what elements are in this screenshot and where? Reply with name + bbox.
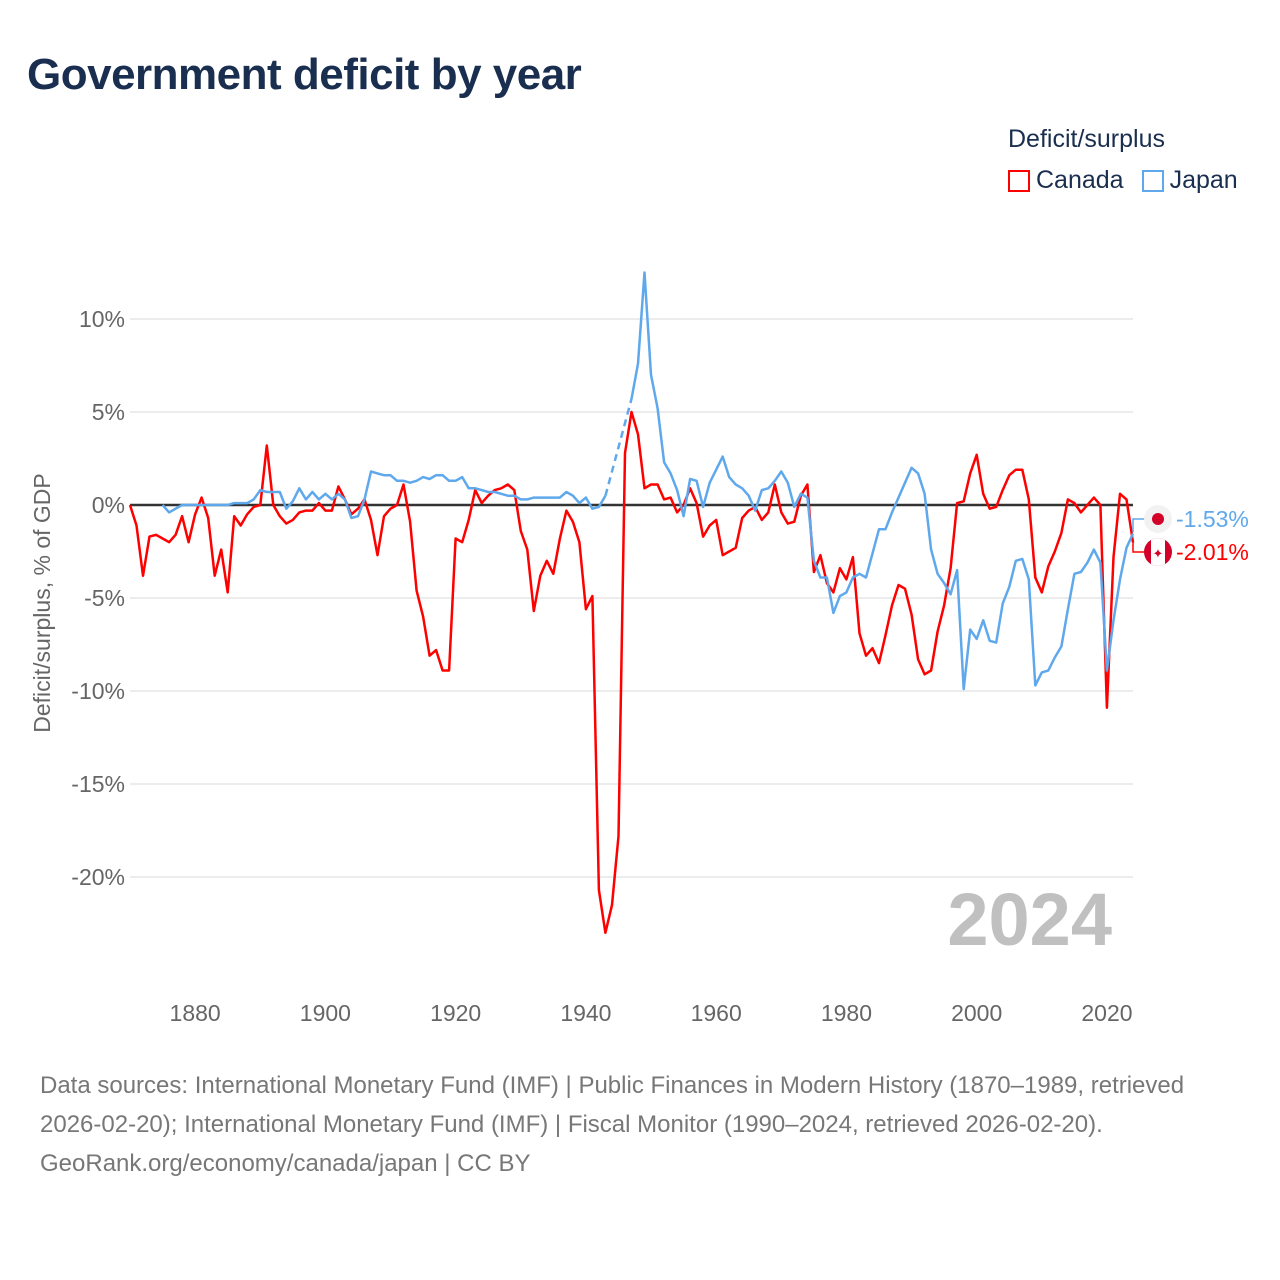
line-chart: 10% 5% 0% -5% -10% -15% -20% 1880 1900 1920 1940 1…	[29, 271, 1249, 1026]
year-watermark: 2024	[947, 878, 1112, 961]
x-tick-label: 1980	[821, 1000, 872, 1026]
japan-connector	[1132, 518, 1145, 532]
y-tick-label: 5%	[92, 399, 125, 425]
y-tick-label: 10%	[79, 306, 125, 332]
legend-item-japan[interactable]: Japan	[1141, 166, 1238, 195]
y-tick-label: -20%	[71, 864, 125, 890]
y-tick-label: -10%	[71, 678, 125, 704]
legend-label-canada: Canada	[1036, 166, 1124, 194]
japan-gap-line	[604, 398, 633, 497]
x-tick-label: 1940	[560, 1000, 611, 1026]
canada-connector	[1132, 542, 1145, 553]
data-sources: Data sources: International Monetary Fun…	[40, 1072, 1185, 1138]
legend-title: Deficit/surplus	[1008, 125, 1165, 153]
chart-title: Government deficit by year	[27, 50, 582, 99]
legend: Canada Japan	[1008, 166, 1238, 195]
y-tick-label: 0%	[92, 492, 125, 518]
x-tick-label: 1900	[300, 1000, 351, 1026]
legend-swatch-japan	[1141, 169, 1164, 192]
svg-text:✦: ✦	[1153, 546, 1164, 561]
x-tick-label: 1880	[170, 1000, 221, 1026]
japan-line	[161, 470, 607, 520]
credit-link[interactable]: GeoRank.org/economy/canada/japan | CC BY	[40, 1150, 531, 1177]
canada-line	[128, 410, 1135, 935]
y-tick-label: -5%	[84, 585, 125, 611]
x-tick-label: 2000	[951, 1000, 1002, 1026]
japan-flag-icon	[1144, 505, 1172, 533]
legend-label-japan: Japan	[1169, 166, 1238, 194]
y-tick-label: -15%	[71, 771, 125, 797]
japan-end-label: -1.53%	[1176, 506, 1249, 532]
japan-line	[630, 271, 1135, 691]
canada-flag-icon: ✦	[1144, 538, 1172, 566]
legend-item-canada[interactable]: Canada	[1008, 166, 1124, 195]
y-axis-title: Deficit/surplus, % of GDP	[29, 473, 55, 732]
footer: Data sources: International Monetary Fun…	[40, 1066, 1240, 1183]
legend-swatch-canada	[1008, 169, 1030, 192]
x-tick-label: 1920	[430, 1000, 481, 1026]
canada-end-label: -2.01%	[1176, 539, 1249, 565]
x-tick-label: 2020	[1081, 1000, 1132, 1026]
x-tick-label: 1960	[691, 1000, 742, 1026]
